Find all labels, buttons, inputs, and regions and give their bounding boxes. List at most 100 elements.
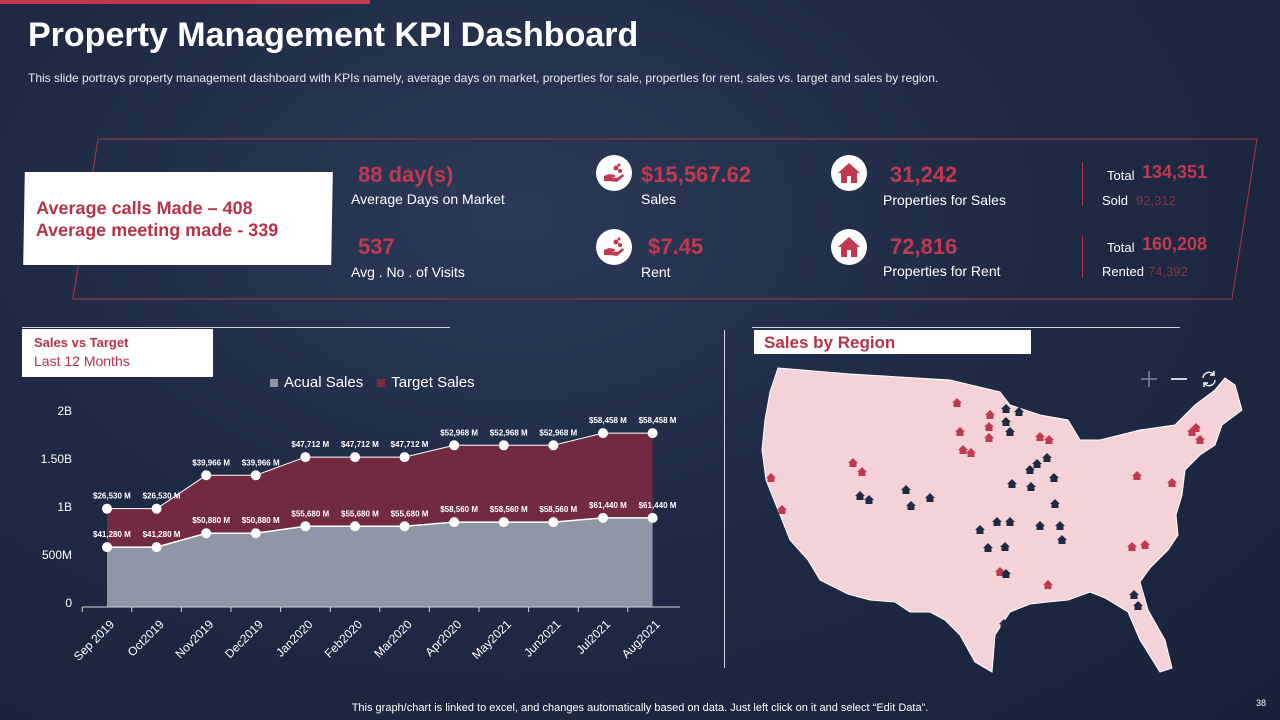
house-marker-icon xyxy=(1005,427,1015,436)
rent-total: 160,208 xyxy=(1142,234,1208,254)
house-marker-icon xyxy=(1050,499,1060,508)
refresh-icon[interactable] xyxy=(1200,370,1218,388)
target-data-label: $58,458 M xyxy=(589,416,627,425)
target-point xyxy=(350,452,360,463)
target-point xyxy=(399,452,410,463)
actual-point xyxy=(449,517,460,528)
actual-point xyxy=(151,542,162,553)
rented-label: Rented xyxy=(1102,264,1144,279)
x-tick-label: Jan2020 xyxy=(273,617,316,660)
days-value: 88 day(s) xyxy=(358,162,454,187)
chart-legend: Acual Sales Target Sales xyxy=(270,374,475,391)
sales-panel-header: Sales vs Target Last 12 Months xyxy=(22,329,213,377)
target-data-label: $47,712 M xyxy=(291,440,329,449)
x-tick-label: May2021 xyxy=(469,617,514,662)
house-marker-icon xyxy=(1191,423,1201,432)
house-marker-icon xyxy=(952,398,962,407)
page-subtitle: This slide portrays property management … xyxy=(28,71,939,85)
sales-vs-target-chart[interactable]: 0 500M 1B 1.50B 2B Sep 2019 $41,280 M $26,530 M… xyxy=(0,390,720,680)
actual-point xyxy=(201,528,212,539)
house-marker-icon xyxy=(864,495,874,504)
y-tick-label: 1B xyxy=(57,500,72,514)
legend-swatch-actual xyxy=(270,378,278,387)
house-marker-icon xyxy=(855,491,865,500)
house-marker-icon xyxy=(966,448,976,457)
target-point xyxy=(647,428,658,439)
y-tick-label: 2B xyxy=(57,404,72,418)
house-marker-icon xyxy=(1035,521,1045,530)
house-marker-icon xyxy=(1000,542,1010,551)
actual-point xyxy=(250,528,261,539)
target-data-label: $39,966 M xyxy=(242,458,280,467)
house-marker-icon xyxy=(1055,521,1065,530)
actual-data-label: $55,680 M xyxy=(391,509,429,518)
house-marker-icon xyxy=(995,567,1005,576)
house-marker-icon xyxy=(1001,404,1011,413)
sale-props-value: 31,242 xyxy=(890,162,958,187)
legend-swatch-target xyxy=(377,378,386,387)
page-title: Property Management KPI Dashboard xyxy=(28,16,639,54)
y-tick-label: 1.50B xyxy=(41,452,72,466)
target-data-label: $47,712 M xyxy=(341,440,379,449)
x-tick-label: Sep 2019 xyxy=(71,617,117,663)
house-marker-icon xyxy=(984,422,994,431)
target-data-label: $26,530 M xyxy=(93,492,131,501)
house-marker-icon xyxy=(1001,569,1011,578)
visits-value: 537 xyxy=(358,234,395,259)
x-tick-label: Apr2020 xyxy=(422,617,464,659)
actual-data-label: $58,560 M xyxy=(490,505,528,514)
x-tick-label: Aug2021 xyxy=(619,617,663,661)
target-data-label: $52,968 M xyxy=(490,428,528,437)
sold-label: Sold xyxy=(1102,193,1129,208)
hand-coins-icon xyxy=(596,229,632,265)
y-tick-label: 500M xyxy=(42,548,72,562)
actual-data-label: $55,680 M xyxy=(341,509,379,518)
target-point xyxy=(449,440,460,451)
house-marker-icon xyxy=(1195,435,1205,444)
house-marker-icon xyxy=(975,525,985,534)
minus-icon[interactable] xyxy=(1170,370,1188,388)
avg-calls: Average calls Made – 408 xyxy=(36,198,253,218)
visits-label: Avg . No . of Visits xyxy=(351,264,465,280)
house-marker-icon xyxy=(925,493,935,502)
divider xyxy=(752,327,1180,328)
house-marker-icon xyxy=(1026,482,1036,491)
target-data-label: $47,712 M xyxy=(391,440,429,449)
actual-data-label: $41,280 M xyxy=(143,530,181,539)
actual-data-label: $61,440 M xyxy=(639,501,677,510)
house-marker-icon xyxy=(1140,540,1150,549)
house-marker-icon xyxy=(958,445,968,454)
x-tick-label: Jul2021 xyxy=(573,617,613,657)
divider xyxy=(22,327,450,328)
actual-data-label: $58,560 M xyxy=(539,505,577,514)
actual-point xyxy=(647,512,658,523)
house-marker-icon xyxy=(906,501,916,510)
target-data-label: $26,530 M xyxy=(143,492,181,501)
plus-icon[interactable] xyxy=(1140,370,1158,388)
house-marker-icon xyxy=(1025,465,1035,474)
x-tick-label: Nov2019 xyxy=(172,617,216,661)
sale-total: 134,351 xyxy=(1142,162,1208,182)
house-marker-icon xyxy=(1042,453,1052,462)
target-point xyxy=(598,428,608,439)
target-line xyxy=(107,432,653,510)
sold-value: 92,312 xyxy=(1136,193,1176,208)
house-marker-icon xyxy=(777,505,787,514)
target-point xyxy=(102,503,112,514)
actual-data-label: $61,440 M xyxy=(589,501,627,510)
x-tick-label: Mar2020 xyxy=(371,617,415,661)
rent-props-value: 72,816 xyxy=(890,234,958,259)
accent-bar xyxy=(0,0,370,4)
actual-data-label: $50,880 M xyxy=(242,516,280,525)
house-marker-icon xyxy=(1043,580,1053,589)
house-marker-icon xyxy=(1014,407,1024,416)
house-marker-icon xyxy=(1167,478,1177,487)
actual-point xyxy=(399,521,410,532)
house-icon xyxy=(831,155,867,191)
actual-point xyxy=(102,542,112,553)
x-tick-label: Dec2019 xyxy=(222,617,266,661)
actual-point xyxy=(350,521,360,532)
house-marker-icon xyxy=(983,543,993,552)
house-marker-icon xyxy=(1005,517,1015,526)
target-data-label: $52,968 M xyxy=(440,428,478,437)
